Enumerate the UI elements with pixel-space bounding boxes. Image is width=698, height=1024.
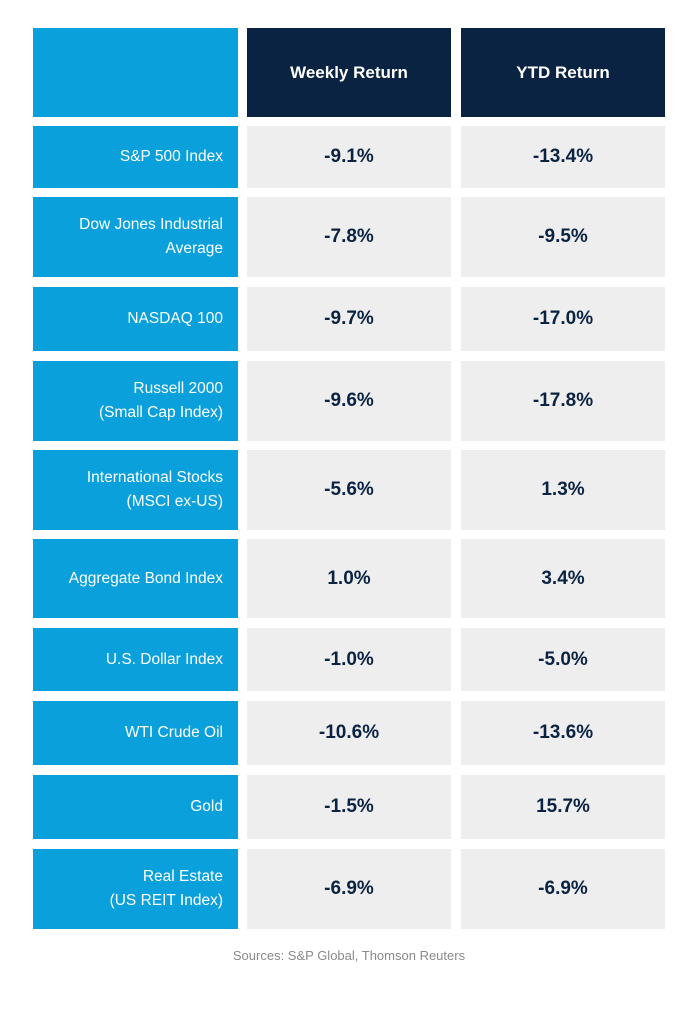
weekly-return-value: -5.6% <box>247 450 451 530</box>
ytd-return-value: -5.0% <box>461 628 665 691</box>
ytd-return-value: 3.4% <box>461 539 665 618</box>
row-label: Aggregate Bond Index <box>33 539 238 618</box>
weekly-return-value: -6.9% <box>247 849 451 929</box>
ytd-return-value: -13.4% <box>461 126 665 188</box>
row-label-line1: NASDAQ 100 <box>127 310 223 327</box>
ytd-return-value: -17.8% <box>461 361 665 441</box>
row-label-line1: Russell 2000 <box>133 380 223 397</box>
row-label-line1: WTI Crude Oil <box>124 724 223 741</box>
header-weekly-return: Weekly Return <box>247 28 451 117</box>
weekly-return-value: -10.6% <box>247 701 451 765</box>
ytd-return-value: -9.5% <box>461 197 665 277</box>
row-label-line2: (MSCI ex-US) <box>126 493 223 510</box>
row-label: Dow Jones Industrial Average <box>33 197 238 277</box>
table-corner-cell <box>33 28 238 117</box>
weekly-return-value: -7.8% <box>247 197 451 277</box>
weekly-return-value: -1.5% <box>247 775 451 839</box>
row-label-line2: (US REIT Index) <box>109 892 223 909</box>
row-label: Gold <box>33 775 238 839</box>
ytd-return-value: -17.0% <box>461 287 665 351</box>
table-row: Real Estate (US REIT Index) -6.9% -6.9% <box>33 849 665 929</box>
ytd-return-value: -6.9% <box>461 849 665 929</box>
table-row: U.S. Dollar Index -1.0% -5.0% <box>33 628 665 691</box>
ytd-return-value: 15.7% <box>461 775 665 839</box>
table-row: Russell 2000 (Small Cap Index) -9.6% -17… <box>33 361 665 441</box>
ytd-return-value: 1.3% <box>461 450 665 530</box>
row-label: U.S. Dollar Index <box>33 628 238 691</box>
weekly-return-value: -9.6% <box>247 361 451 441</box>
table-row: S&P 500 Index -9.1% -13.4% <box>33 126 665 188</box>
weekly-return-value: -9.1% <box>247 126 451 188</box>
row-label: Russell 2000 (Small Cap Index) <box>33 361 238 441</box>
row-label: WTI Crude Oil <box>33 701 238 765</box>
row-label-line1: International Stocks <box>86 469 223 486</box>
table-row: Gold -1.5% 15.7% <box>33 775 665 839</box>
sources-note: Sources: S&P Global, Thomson Reuters <box>232 948 466 963</box>
header-ytd-return: YTD Return <box>461 28 665 117</box>
row-label-line1: S&P 500 Index <box>119 148 223 165</box>
table-row: Aggregate Bond Index 1.0% 3.4% <box>33 539 665 618</box>
row-label-line2: Average <box>165 240 223 257</box>
row-label-line2: (Small Cap Index) <box>98 404 223 421</box>
row-label-line1: U.S. Dollar Index <box>105 650 223 668</box>
weekly-return-value: -1.0% <box>247 628 451 691</box>
table-row: International Stocks (MSCI ex-US) -5.6% … <box>33 450 665 530</box>
row-label-line1: Dow Jones Industrial <box>79 216 223 233</box>
row-label: S&P 500 Index <box>33 126 238 188</box>
weekly-return-value: 1.0% <box>247 539 451 618</box>
row-label: International Stocks (MSCI ex-US) <box>33 450 238 530</box>
row-label-line1: Aggregate Bond Index <box>68 569 223 587</box>
table-row: WTI Crude Oil -10.6% -13.6% <box>33 701 665 765</box>
row-label: NASDAQ 100 <box>33 287 238 351</box>
row-label-line1: Gold <box>190 798 223 815</box>
weekly-return-value: -9.7% <box>247 287 451 351</box>
table-row: NASDAQ 100 -9.7% -17.0% <box>33 287 665 351</box>
ytd-return-value: -13.6% <box>461 701 665 765</box>
table-row: Dow Jones Industrial Average -7.8% -9.5% <box>33 197 665 277</box>
row-label-line1: Real Estate <box>142 868 223 885</box>
row-label: Real Estate (US REIT Index) <box>33 849 238 929</box>
